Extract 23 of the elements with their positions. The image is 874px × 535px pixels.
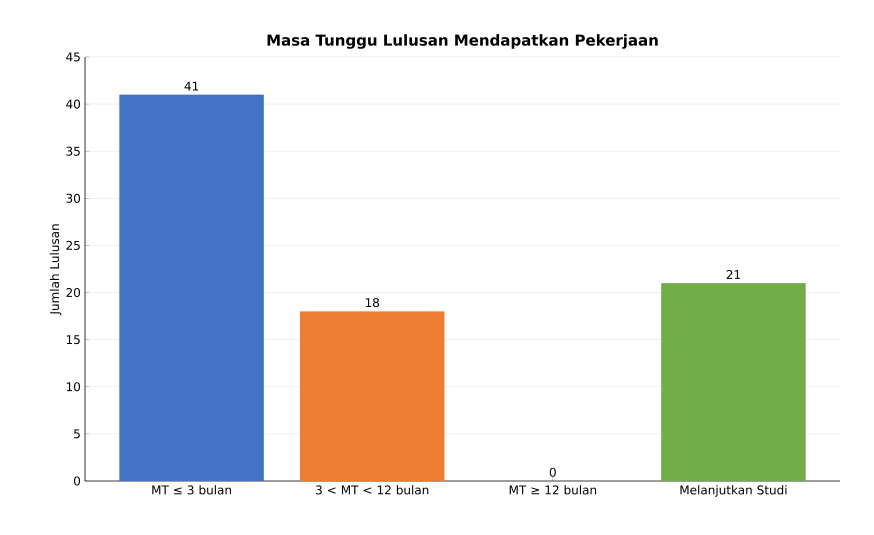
y-tick-label: 0 (74, 476, 80, 486)
data-label: 21 (726, 270, 740, 279)
y-tick-label: 45 (66, 52, 80, 62)
y-tick-label: 35 (66, 146, 80, 156)
data-label: 18 (366, 298, 380, 308)
bar (661, 283, 806, 481)
y-axis-title: Jumlah Lulusan (50, 224, 62, 316)
data-label: 41 (184, 82, 198, 90)
chart-title: Masa Tunggu Lulusan Mendapatkan Pekerjaan (268, 34, 658, 49)
y-tick-label: 25 (66, 240, 80, 250)
x-tick-label: MT ≤ 3 bulan (152, 485, 232, 494)
x-tick-label: MT ≥ 12 bulan (510, 485, 596, 494)
x-tick-label: 3 < MT < 12 bulan (316, 485, 428, 494)
y-tick-label: 10 (66, 382, 80, 392)
y-tick-label: 15 (66, 335, 80, 344)
y-tick-label: 5 (74, 429, 80, 438)
bar (119, 94, 264, 481)
y-tick-label: 40 (66, 100, 80, 109)
y-tick-label: 30 (66, 194, 80, 203)
y-tick-label: 20 (66, 288, 80, 298)
x-tick-label: Melanjutkan Studi (680, 485, 786, 497)
bar (300, 311, 444, 481)
data-label: 0 (550, 468, 556, 477)
